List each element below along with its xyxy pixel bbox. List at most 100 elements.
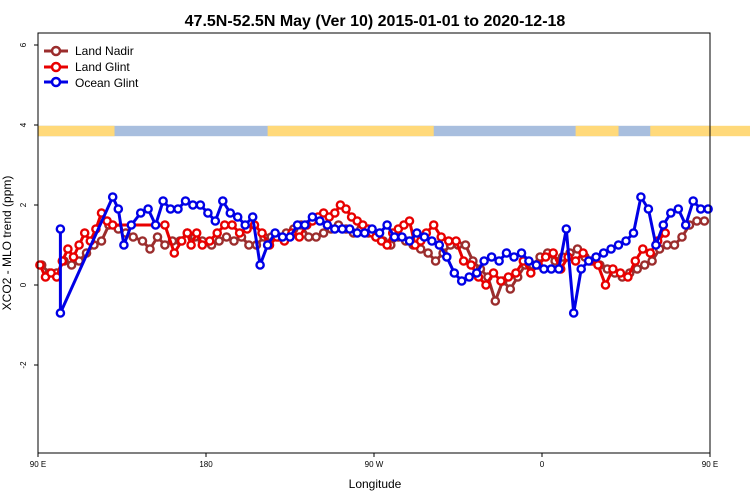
data-point-land-nadir [430, 256, 441, 266]
data-point-ocean-glint [374, 228, 385, 238]
data-point-land-glint [458, 256, 469, 266]
data-point-ocean-glint [240, 220, 250, 230]
y-tick-label: 2 [19, 202, 28, 207]
data-point-ocean-glint [203, 208, 213, 218]
data-point-ocean-glint [666, 208, 676, 218]
data-point-ocean-glint [636, 192, 646, 202]
data-point-land-glint [35, 260, 45, 270]
data-point-ocean-glint [561, 224, 572, 234]
data-point-land-glint [160, 220, 170, 230]
data-point-land-glint [341, 204, 351, 214]
data-point-ocean-glint [344, 224, 355, 234]
data-point-land-glint [570, 256, 581, 266]
data-point-land-glint [191, 228, 202, 238]
data-point-land-nadir [677, 232, 687, 242]
data-point-ocean-glint [210, 216, 221, 226]
data-point-land-nadir [318, 228, 329, 238]
data-point-ocean-glint [464, 272, 475, 282]
data-point-ocean-glint [680, 220, 691, 230]
legend-label-land-nadir: Land Nadir [75, 44, 134, 58]
data-point-ocean-glint [441, 252, 452, 262]
data-point-ocean-glint [270, 228, 280, 238]
data-point-ocean-glint [113, 204, 124, 214]
data-point-ocean-glint [107, 192, 118, 202]
data-point-land-nadir [160, 240, 170, 250]
data-point-ocean-glint [188, 200, 198, 210]
data-point-ocean-glint [628, 228, 639, 238]
y-tick-label: 0 [19, 282, 28, 287]
x-tick-label: 90 E [702, 460, 718, 469]
data-point-ocean-glint [158, 196, 168, 206]
data-point-ocean-glint [292, 220, 303, 230]
data-point-land-glint [466, 260, 476, 270]
data-point-land-nadir [662, 240, 672, 250]
data-point-ocean-glint [404, 236, 415, 246]
data-point-ocean-glint [621, 236, 631, 246]
data-point-ocean-glint [576, 264, 587, 274]
data-point-land-glint [79, 228, 90, 238]
data-point-land-nadir [632, 264, 643, 274]
data-point-land-glint [186, 240, 196, 250]
data-point-ocean-glint [568, 308, 579, 318]
land-band-0 [38, 125, 115, 137]
data-point-ocean-glint [539, 264, 549, 274]
data-point-land-nadir [460, 240, 471, 250]
data-point-ocean-glint [397, 232, 407, 242]
data-point-ocean-glint [262, 240, 273, 250]
data-point-land-glint [63, 244, 73, 254]
data-point-land-nadir [137, 236, 148, 246]
data-point-ocean-glint [524, 256, 534, 266]
data-point-ocean-glint [359, 228, 370, 238]
data-point-ocean-glint [277, 232, 288, 242]
legend: Land Nadir Land Glint Ocean Glint [44, 44, 139, 90]
data-point-land-glint [623, 272, 633, 282]
data-point-land-nadir [639, 260, 650, 270]
x-tick-label: 0 [540, 460, 545, 469]
data-point-land-glint [540, 252, 551, 262]
y-tick-label: 6 [19, 42, 28, 47]
data-point-ocean-glint [135, 208, 146, 218]
legend-entry-ocean-glint: Ocean Glint [44, 76, 139, 90]
data-point-land-glint [182, 228, 193, 238]
data-point-ocean-glint [382, 220, 392, 230]
data-point-ocean-glint [165, 204, 176, 214]
series-ocean-glint [55, 192, 713, 318]
data-point-ocean-glint [673, 204, 684, 214]
data-point-land-glint [294, 232, 305, 242]
data-point-ocean-glint [703, 204, 713, 214]
data-point-ocean-glint [352, 228, 363, 238]
data-point-land-glint [204, 236, 215, 246]
land-band-3 [650, 125, 750, 137]
data-point-land-glint [68, 252, 79, 262]
data-point-land-glint [600, 280, 611, 290]
data-point-land-glint [503, 272, 514, 282]
data-point-ocean-glint [225, 208, 236, 218]
data-point-land-glint [578, 248, 588, 258]
data-point-land-glint [481, 280, 491, 290]
data-point-ocean-glint [143, 204, 153, 214]
data-point-land-nadir [214, 236, 224, 246]
data-point-land-glint [197, 240, 208, 250]
data-point-land-glint [443, 236, 454, 246]
y-axis-title: XCO2 - MLO trend (ppm) [0, 176, 14, 311]
series-layer [35, 192, 713, 318]
y-tick-label: -2 [19, 361, 28, 369]
legend-marker-land-nadir [50, 45, 62, 57]
data-point-land-nadir [152, 232, 163, 242]
data-point-ocean-glint [501, 248, 512, 258]
data-point-land-nadir [692, 216, 702, 226]
data-point-ocean-glint [591, 252, 601, 262]
data-point-land-glint [526, 268, 536, 278]
data-point-land-nadir [505, 284, 516, 294]
x-tick-label: 90 E [30, 460, 46, 469]
data-point-land-nadir [96, 236, 107, 246]
data-point-land-glint [436, 232, 447, 242]
legend-entry-land-nadir: Land Nadir [44, 44, 134, 58]
data-point-land-nadir [311, 232, 321, 242]
data-point-ocean-glint [494, 256, 504, 266]
data-point-land-glint [404, 216, 415, 226]
data-point-land-glint [176, 236, 187, 246]
data-point-ocean-glint [195, 200, 206, 210]
